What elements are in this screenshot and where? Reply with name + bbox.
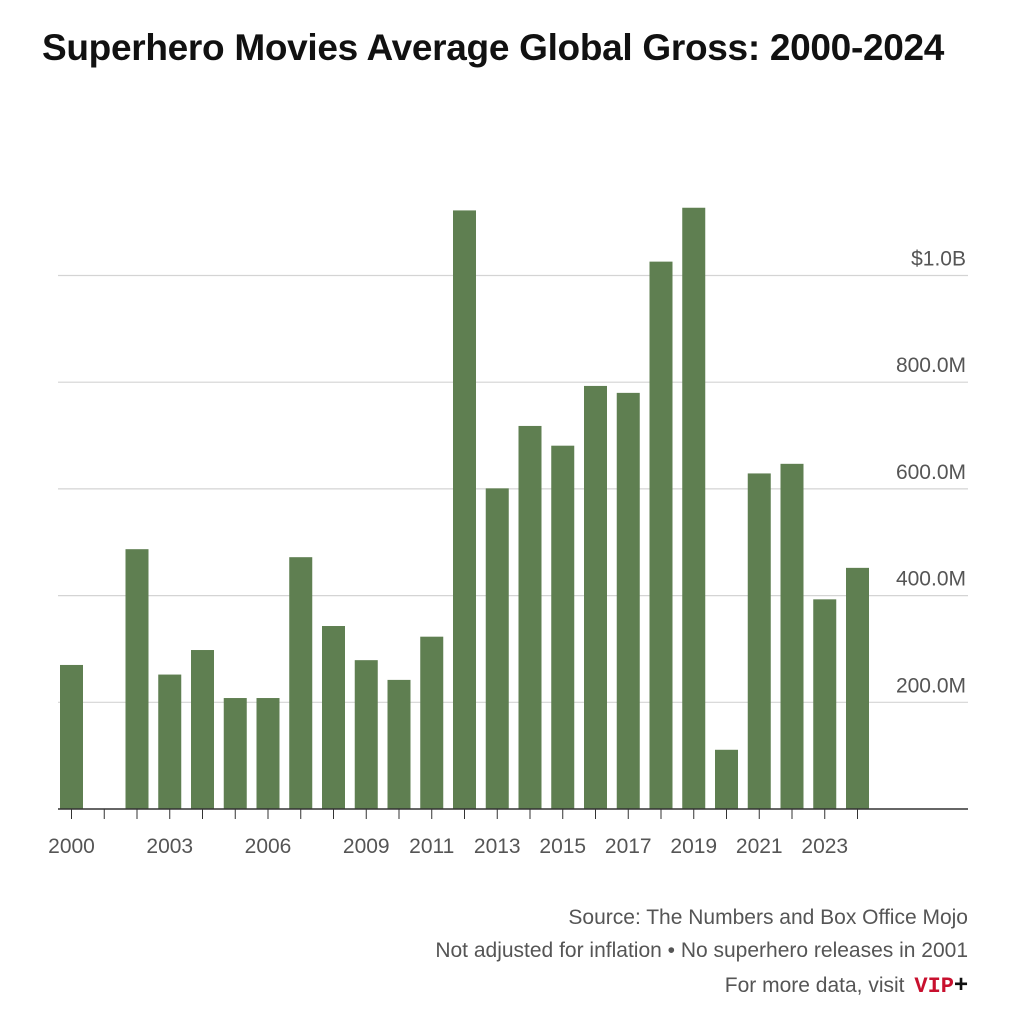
vip-plus-icon: + (953, 971, 968, 998)
bar-2011 (420, 636, 444, 809)
bar-2006 (256, 698, 280, 809)
y-tick-labels: 200.0M 400.0M 600.0M 800.0M $1.0B (896, 248, 966, 698)
y-tick-label: 400.0M (896, 568, 966, 591)
more-data-text: For more data, visit (724, 974, 905, 997)
bar-2024 (846, 567, 869, 809)
source-note: Source: The Numbers and Box Office Mojo (568, 906, 968, 929)
x-tick-label: 2023 (801, 835, 848, 858)
x-tick-label: 2011 (409, 835, 454, 858)
x-tick-label: 2015 (539, 835, 586, 858)
x-tick-labels: 2000 2003 2006 2009 2011 2013 2015 2017 2019 2021… (48, 835, 848, 858)
y-tick-label: $1.0B (911, 248, 966, 271)
inflation-note: Not adjusted for inflation • No superher… (435, 939, 968, 962)
x-tick-label: 2013 (474, 835, 521, 858)
bar-2004 (191, 650, 214, 809)
bar-2018 (649, 261, 673, 809)
bar-2009 (354, 660, 378, 809)
bar-2005 (223, 698, 247, 809)
bar-2020 (715, 749, 738, 809)
bar-2014 (518, 425, 542, 809)
x-tick-label: 2009 (343, 835, 390, 858)
bar-2017 (616, 392, 640, 809)
y-tick-label: 600.0M (896, 461, 966, 484)
bar-2016 (584, 385, 607, 809)
more-data-line: For more data, visit VIP+ (725, 971, 968, 999)
bar-2012 (453, 210, 476, 810)
bar-2021 (747, 473, 771, 809)
bar-2023 (813, 599, 837, 809)
bar-2007 (289, 557, 313, 809)
vip-logo[interactable]: VIP (914, 974, 954, 999)
bar-2003 (158, 674, 182, 809)
bar-2022 (780, 463, 804, 809)
bars (60, 207, 869, 810)
x-tick-label: 2000 (48, 835, 95, 858)
bar-2008 (322, 626, 345, 809)
bar-2002 (125, 549, 149, 809)
x-tick-label: 2019 (670, 835, 717, 858)
y-tick-label: 200.0M (896, 674, 966, 697)
bar-2019 (682, 207, 706, 810)
bar-2010 (387, 679, 411, 809)
bar-2015 (551, 445, 575, 809)
y-tick-label: 800.0M (896, 354, 966, 377)
x-tick-label: 2021 (736, 835, 783, 858)
x-tick-label: 2003 (146, 835, 193, 858)
bar-2013 (485, 488, 509, 809)
chart-title: Superhero Movies Average Global Gross: 2… (42, 27, 945, 68)
x-tick-label: 2017 (605, 835, 652, 858)
bar-2000 (60, 664, 83, 809)
x-tick-label: 2006 (245, 835, 292, 858)
x-axis (58, 808, 968, 819)
